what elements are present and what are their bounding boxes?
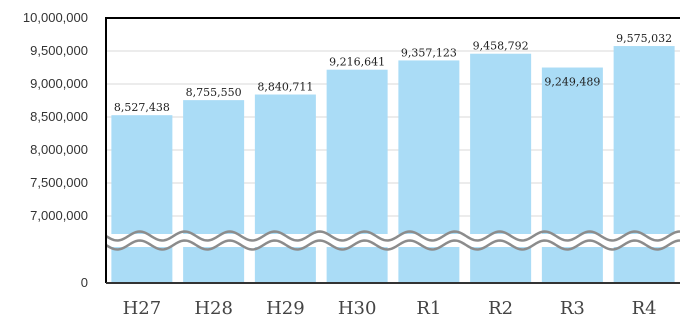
bar (254, 94, 316, 283)
x-tick-label: R4 (632, 298, 657, 319)
axes (105, 17, 680, 284)
axis-break-wave (105, 239, 680, 251)
y-tick-label: 9,500,000 (30, 43, 88, 58)
data-label: 9,575,032 (616, 32, 672, 45)
bar (111, 115, 173, 284)
x-tick-label: R3 (560, 298, 585, 319)
axis-break (105, 230, 680, 251)
x-tick-label: H29 (266, 298, 305, 319)
data-label: 9,458,792 (473, 40, 529, 53)
data-labels: 8,527,438 8,755,550 8,840,711 9,216,641 9,35… (114, 32, 672, 114)
data-label: 9,249,489 (544, 76, 600, 89)
y-tick-label: 0 (81, 275, 88, 290)
x-tick-label: H30 (338, 298, 377, 319)
y-tick-label: 7,000,000 (30, 208, 88, 223)
bar (326, 69, 388, 283)
y-axis-tick-labels: 0 7,000,000 7,500,000 8,000,000 8,500,000 9,0… (23, 10, 88, 290)
data-label: 9,216,641 (329, 56, 385, 69)
y-tick-label: 8,000,000 (30, 142, 88, 157)
bar (183, 100, 245, 283)
y-tick-label: 9,000,000 (30, 76, 88, 91)
x-axis-tick-labels: H27 H28 H29 H30 R1 R2 R3 R4 (123, 298, 657, 319)
x-tick-label: R2 (488, 298, 513, 319)
x-tick-label: R1 (416, 298, 441, 319)
data-label: 9,357,123 (401, 46, 457, 59)
data-label: 8,755,550 (186, 86, 242, 99)
y-tick-label: 10,000,000 (23, 10, 88, 25)
x-tick-label: H27 (123, 298, 162, 319)
x-tick-label: H28 (194, 298, 233, 319)
data-label: 8,527,438 (114, 101, 170, 114)
y-tick-label: 7,500,000 (30, 175, 88, 190)
data-label: 8,840,711 (257, 81, 313, 94)
y-tick-label: 8,500,000 (30, 109, 88, 124)
bar (541, 67, 603, 284)
axis-break-wave (105, 230, 680, 242)
